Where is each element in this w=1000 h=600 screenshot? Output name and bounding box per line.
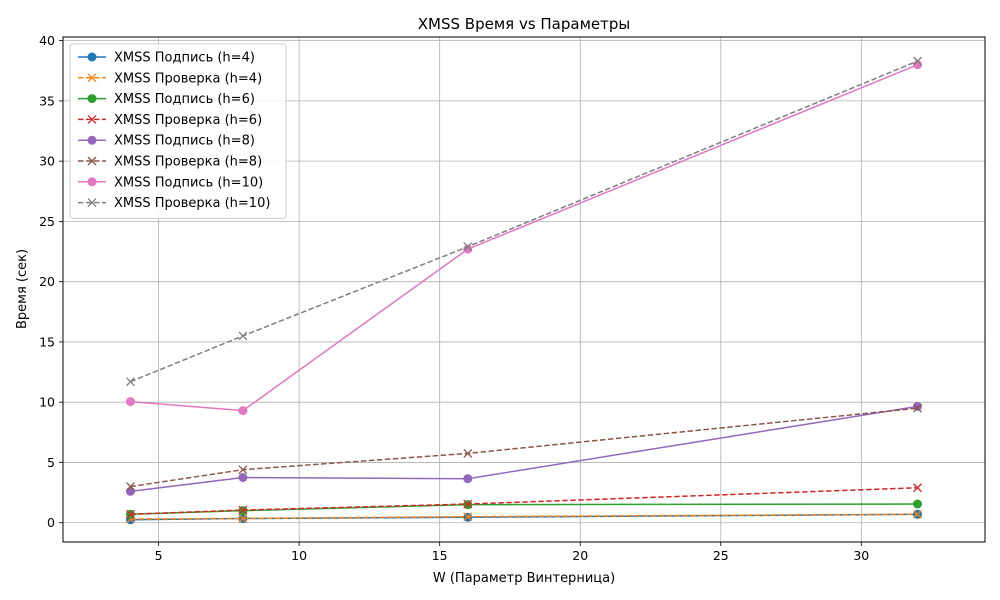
legend: XMSS Подпись (h=4) XMSS Проверка (h=4) XMS… [69, 43, 287, 219]
y-tick-label: 15 [39, 334, 55, 349]
legend-marker [87, 198, 97, 208]
x-tick-label: 5 [155, 548, 163, 563]
legend-label: XMSS Проверка (h=6) [114, 113, 262, 128]
y-tick-label: 35 [39, 93, 55, 108]
series-line [130, 64, 918, 412]
series-line [130, 407, 918, 488]
plot-frame [62, 36, 986, 543]
legend-item: XMSS Подпись (h=4) [78, 51, 255, 66]
legend-label: XMSS Подпись (h=10) [114, 175, 263, 190]
y-tick-label: 10 [39, 395, 55, 410]
y-tick-label: 40 [39, 33, 55, 48]
series-line [130, 487, 918, 516]
series-line [130, 405, 918, 493]
legend-marker [87, 114, 97, 124]
legend-marker [87, 156, 97, 166]
y-tick-label: 25 [39, 214, 55, 229]
series-line [130, 513, 918, 520]
legend-marker [87, 52, 97, 62]
y-tick-label: 20 [39, 274, 55, 289]
legend-item: XMSS Подпись (h=6) [78, 92, 255, 107]
x-tick-label: 25 [713, 548, 729, 563]
legend-box [69, 43, 287, 219]
legend-label: XMSS Проверка (h=10) [114, 196, 270, 211]
series-6 [126, 403, 922, 492]
grid-lines [63, 37, 985, 542]
data-point [126, 377, 135, 387]
legend-item: XMSS Проверка (h=10) [78, 196, 270, 211]
data-point [463, 499, 473, 509]
data-point [126, 509, 135, 519]
legend-label: XMSS Подпись (h=8) [114, 134, 255, 149]
data-point [238, 465, 248, 475]
series-2 [126, 509, 922, 524]
axis-ticks: 5 10 15 20 25 30 0 5 10 15 20 25 30 35 40 [39, 33, 869, 563]
data-point [125, 397, 135, 407]
legend-item: XMSS Подпись (h=8) [78, 134, 255, 149]
legend-marker [87, 73, 97, 83]
x-tick-label: 20 [572, 548, 588, 563]
data-point [463, 448, 473, 458]
data-point [913, 403, 922, 413]
x-tick-label: 10 [291, 548, 307, 563]
data-point [463, 474, 473, 484]
legend-label: XMSS Проверка (h=8) [114, 155, 262, 170]
legend-marker [87, 135, 97, 145]
series-4 [126, 483, 922, 519]
x-tick-label: 30 [853, 548, 869, 563]
data-point [463, 242, 473, 252]
x-axis-title: W (Параметр Винтерница) [433, 571, 615, 586]
legend-item: XMSS Проверка (h=4) [78, 71, 262, 86]
data-point [913, 56, 922, 66]
data-point [913, 509, 922, 519]
legend-label: XMSS Подпись (h=6) [114, 92, 255, 107]
series-layer [125, 56, 923, 525]
series-8 [126, 56, 922, 387]
y-tick-label: 0 [47, 515, 55, 530]
legend-item: XMSS Проверка (h=8) [78, 155, 262, 170]
chart-title: XMSS Время vs Параметры [418, 15, 630, 33]
data-point [238, 514, 248, 523]
y-axis-title: Время (сек) [15, 249, 30, 329]
legend-marker [87, 94, 97, 104]
legend-marker [87, 177, 97, 187]
legend-item: XMSS Проверка (h=6) [78, 113, 262, 128]
data-point [238, 406, 248, 416]
data-point [913, 483, 922, 493]
data-point [238, 505, 248, 515]
data-point [913, 499, 923, 509]
x-tick-label: 15 [432, 548, 448, 563]
y-tick-label: 30 [39, 154, 55, 169]
legend-label: XMSS Проверка (h=4) [114, 71, 262, 86]
y-tick-label: 5 [47, 455, 55, 470]
data-point [238, 473, 248, 483]
legend-item: XMSS Подпись (h=10) [78, 175, 263, 190]
series-5 [125, 401, 923, 496]
data-point [463, 512, 473, 522]
data-point [126, 482, 135, 492]
legend-label: XMSS Подпись (h=4) [114, 51, 255, 66]
data-point [238, 331, 248, 341]
series-line [130, 60, 918, 383]
